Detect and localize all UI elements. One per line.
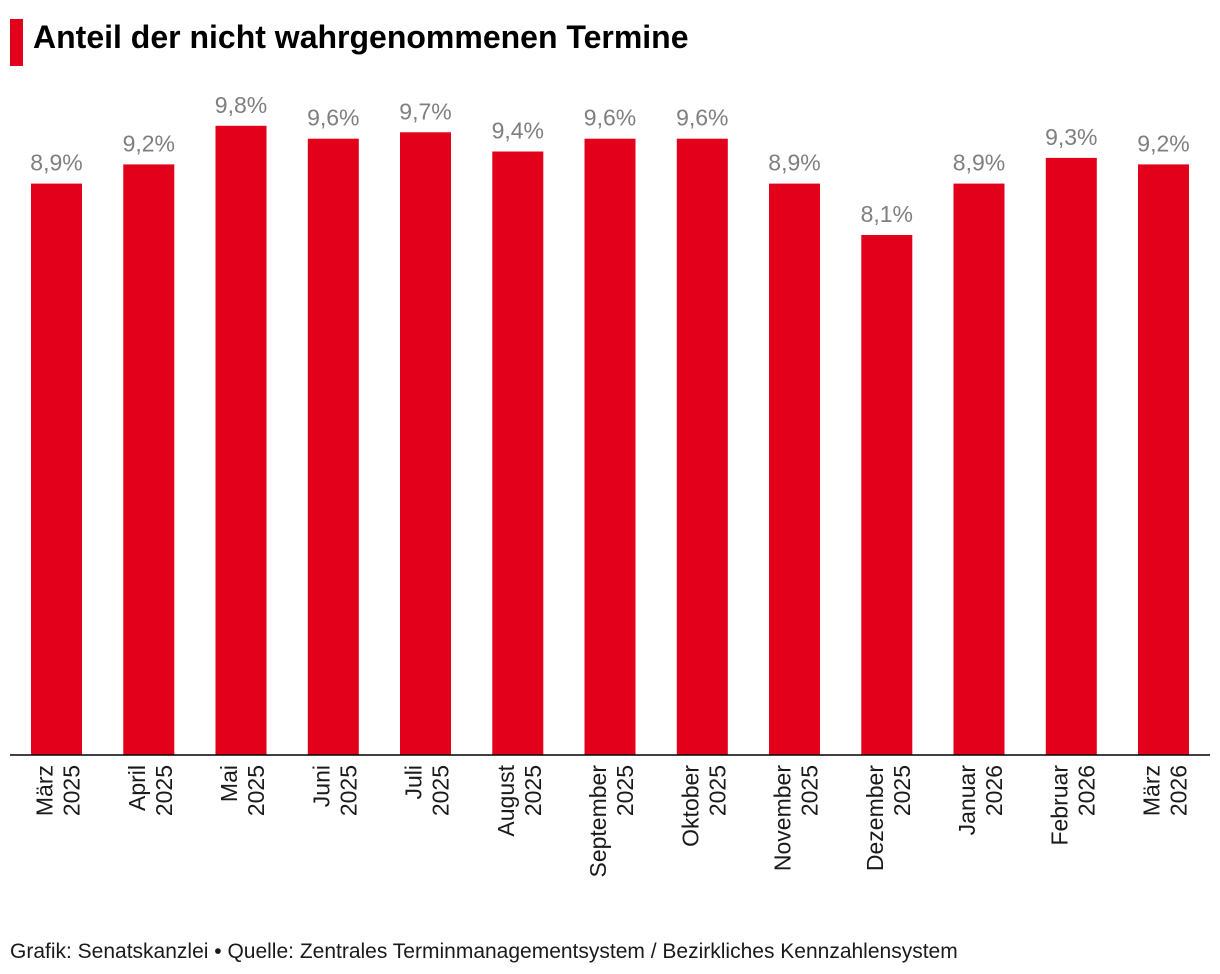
x-tick-label-4: Juni 2025 [308, 765, 361, 816]
bar-3 [215, 125, 267, 756]
title-accent-bar [10, 19, 23, 66]
source-note: Grafik: Senatskanzlei • Quelle: Zentrale… [10, 940, 958, 963]
x-tick-month: Februar [1046, 765, 1072, 846]
x-tick-label-7: September 2025 [585, 765, 638, 878]
x-tick-month: Oktober [677, 765, 703, 847]
x-tick-label-10: Dezember 2025 [862, 765, 915, 871]
x-tick-label-9: November 2025 [770, 765, 823, 871]
bar-10 [861, 235, 913, 755]
x-tick-year: 2026 [1073, 765, 1099, 816]
x-tick-year: 2025 [151, 765, 177, 816]
data-label-10: 8,1% [861, 201, 913, 227]
x-tick-label-3: Mai 2025 [216, 765, 269, 816]
data-label-4: 9,6% [307, 105, 359, 131]
data-label-13: 9,2% [1137, 130, 1189, 156]
bar-11 [953, 183, 1005, 756]
x-tick-year: 2026 [981, 765, 1007, 816]
data-label-2: 9,2% [123, 130, 175, 156]
bar-7 [584, 138, 636, 755]
x-tick-year: 2025 [612, 765, 638, 816]
data-label-3: 9,8% [215, 92, 267, 118]
x-tick-year: 2026 [1166, 765, 1192, 816]
data-label-12: 9,3% [1045, 124, 1097, 150]
x-tick-month: März [1139, 765, 1165, 816]
x-tick-month: Dezember [862, 765, 888, 871]
data-label-1: 8,9% [30, 150, 82, 176]
x-tick-month: Juli [401, 765, 427, 800]
x-tick-year: 2025 [889, 765, 915, 816]
bar-4 [307, 138, 359, 755]
x-tick-month: September [585, 765, 611, 878]
x-tick-year: 2025 [243, 765, 269, 816]
bar-6 [492, 151, 544, 755]
x-tick-month: November [770, 765, 796, 871]
bar-13 [1138, 164, 1189, 755]
data-label-9: 8,9% [768, 150, 820, 176]
x-tick-label-5: Juli 2025 [401, 765, 454, 816]
bar-1 [31, 183, 82, 756]
data-label-6: 9,4% [492, 118, 544, 144]
bar-12 [1045, 157, 1097, 755]
chart-title: Anteil der nicht wahrgenommenen Termine [33, 19, 689, 55]
x-tick-year: 2025 [335, 765, 361, 816]
x-tick-label-1: März 2025 [32, 765, 85, 816]
x-tick-year: 2025 [59, 765, 85, 816]
x-tick-label-8: Oktober 2025 [677, 765, 730, 847]
x-tick-year: 2025 [704, 765, 730, 816]
x-tick-label-6: August 2025 [493, 764, 546, 836]
data-label-11: 8,9% [953, 150, 1005, 176]
bar-9 [769, 183, 820, 756]
data-label-5: 9,7% [399, 98, 451, 124]
x-tick-month: April [124, 765, 150, 811]
x-tick-month: Juni [308, 765, 334, 807]
x-tick-month: März [32, 765, 58, 816]
x-tick-label-11: Januar 2026 [954, 765, 1007, 836]
x-tick-label-2: April 2025 [124, 765, 177, 816]
x-tick-month: Mai [216, 765, 242, 802]
x-tick-year: 2025 [797, 765, 823, 816]
data-label-7: 9,6% [584, 105, 636, 131]
x-tick-label-12: Februar 2026 [1046, 765, 1099, 846]
data-label-8: 9,6% [676, 105, 728, 131]
x-tick-year: 2025 [428, 765, 454, 816]
bar-2 [123, 164, 175, 755]
x-tick-year: 2025 [520, 765, 546, 816]
x-tick-label-13: März 2026 [1139, 765, 1192, 816]
bar-8 [676, 138, 728, 755]
x-tick-month: Januar [954, 765, 980, 836]
x-tick-month: August [493, 764, 519, 836]
bar-5 [400, 132, 451, 756]
